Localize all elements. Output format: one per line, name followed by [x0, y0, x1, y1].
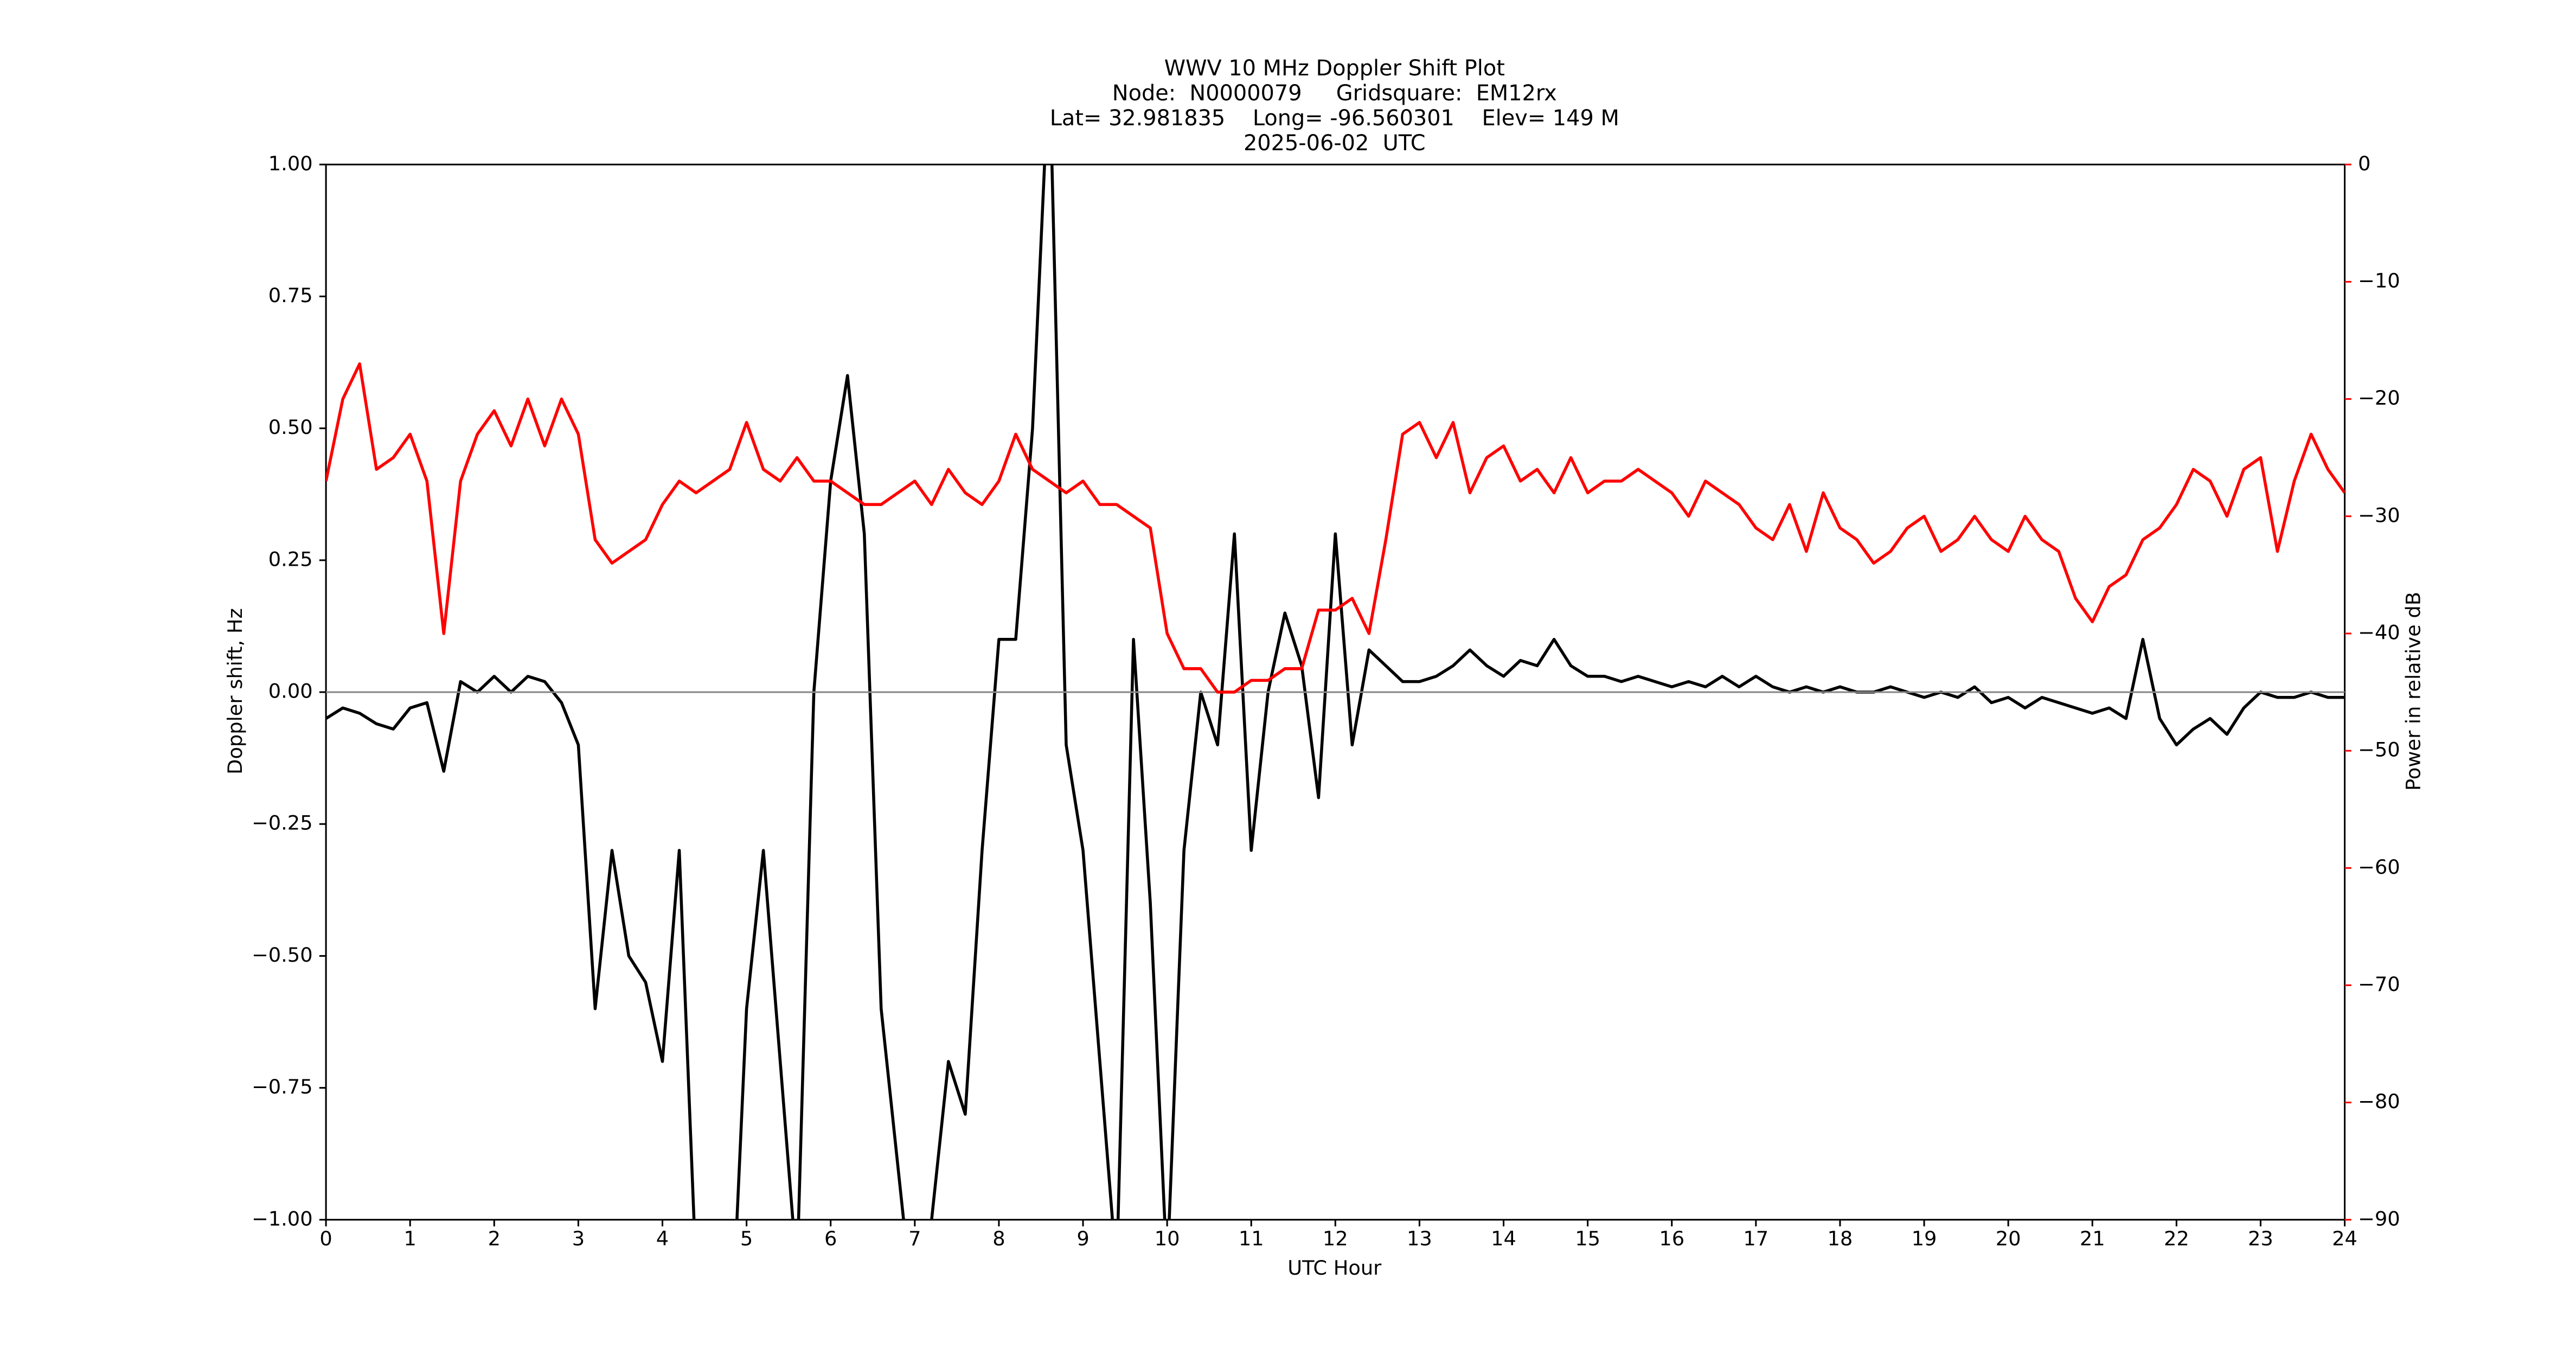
- chart-title: Node: N0000079 Gridsquare: EM12rx: [1112, 81, 1557, 106]
- x-tick-label: 21: [2080, 1227, 2105, 1250]
- x-tick-label: 9: [1076, 1227, 1089, 1250]
- x-tick-label: 11: [1239, 1227, 1264, 1250]
- y-tick-label: −0.50: [252, 943, 313, 967]
- y2-tick-label: −80: [2358, 1090, 2400, 1113]
- y-tick-label: −1.00: [252, 1207, 313, 1230]
- x-tick-label: 20: [1996, 1227, 2021, 1250]
- y-tick-label: 0.75: [268, 284, 313, 307]
- y-tick-label: −0.25: [252, 811, 313, 835]
- x-tick-label: 4: [656, 1227, 669, 1250]
- y2-tick-label: −40: [2358, 621, 2400, 644]
- x-tick-label: 23: [2248, 1227, 2273, 1250]
- chart-title: Lat= 32.981835 Long= -96.560301 Elev= 14…: [1050, 106, 1619, 131]
- y2-tick-label: −60: [2358, 855, 2400, 879]
- y-tick-label: 0.25: [268, 547, 313, 571]
- x-tick-label: 8: [992, 1227, 1005, 1250]
- data-line: [326, 362, 2345, 694]
- y2-tick-label: −20: [2358, 386, 2400, 410]
- y2-tick-label: −90: [2358, 1207, 2400, 1230]
- x-axis-label: UTC Hour: [1287, 1256, 1382, 1280]
- x-tick-label: 5: [740, 1227, 753, 1250]
- y2-tick-label: −50: [2358, 738, 2400, 762]
- data-line: [326, 164, 2345, 1220]
- x-tick-label: 15: [1575, 1227, 1600, 1250]
- x-tick-label: 18: [1828, 1227, 1853, 1250]
- y2-tick-label: −10: [2358, 269, 2400, 292]
- x-tick-label: 16: [1659, 1227, 1684, 1250]
- y2-tick-label: −30: [2358, 503, 2400, 527]
- y-tick-label: 0.50: [268, 415, 313, 439]
- x-tick-label: 24: [2332, 1227, 2357, 1250]
- y2-tick-label: 0: [2358, 152, 2370, 175]
- x-tick-label: 2: [488, 1227, 501, 1250]
- x-tick-label: 14: [1491, 1227, 1516, 1250]
- x-tick-label: 12: [1323, 1227, 1348, 1250]
- chart-title: WWV 10 MHz Doppler Shift Plot: [1164, 56, 1505, 81]
- y2-tick-label: −70: [2358, 973, 2400, 996]
- x-tick-label: 1: [404, 1227, 416, 1250]
- x-tick-label: 7: [908, 1227, 921, 1250]
- x-tick-label: 13: [1407, 1227, 1432, 1250]
- chart-title: 2025-06-02 UTC: [1244, 131, 1426, 156]
- plot-area: [326, 164, 2345, 1220]
- x-tick-label: 3: [572, 1227, 585, 1250]
- y-tick-label: 0.00: [268, 680, 313, 703]
- x-tick-label: 10: [1155, 1227, 1180, 1250]
- y-axis-label: Doppler shift, Hz: [223, 608, 247, 775]
- x-tick-label: 17: [1743, 1227, 1768, 1250]
- y-tick-label: 1.00: [268, 152, 313, 175]
- x-tick-label: 6: [824, 1227, 837, 1250]
- x-tick-label: 0: [319, 1227, 332, 1250]
- x-tick-label: 19: [1912, 1227, 1937, 1250]
- x-tick-label: 22: [2164, 1227, 2189, 1250]
- y-tick-label: −0.75: [252, 1075, 313, 1098]
- y2-axis-label: Power in relative dB: [2402, 592, 2425, 791]
